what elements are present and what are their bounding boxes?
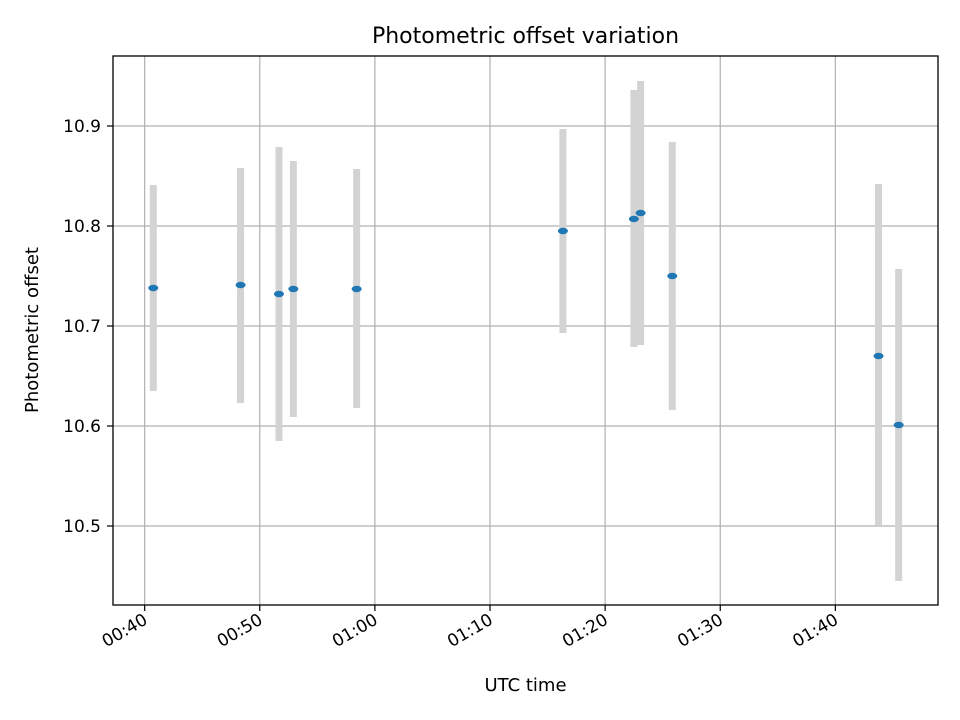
y-tick-label: 10.9: [63, 117, 101, 137]
data-point: [273, 290, 284, 298]
x-axis-label: UTC time: [484, 675, 566, 696]
data-point: [667, 272, 678, 280]
data-point: [235, 281, 246, 289]
y-axis-label: Photometric offset: [22, 247, 43, 413]
data-point: [873, 352, 884, 360]
y-tick-label: 10.8: [63, 217, 101, 237]
data-point: [635, 209, 646, 217]
data-markers: [148, 209, 904, 429]
data-point: [557, 227, 568, 235]
y-tick-label: 10.6: [63, 417, 101, 437]
data-point: [351, 285, 362, 293]
y-tick-label: 10.5: [63, 517, 101, 537]
data-point: [628, 215, 639, 223]
chart-title: Photometric offset variation: [372, 24, 679, 49]
grid-lines: [113, 56, 938, 605]
data-point: [893, 421, 904, 429]
y-tick-label: 10.7: [63, 317, 101, 337]
data-point: [288, 285, 299, 293]
plot-frame: [112, 55, 939, 606]
data-point: [148, 284, 159, 292]
